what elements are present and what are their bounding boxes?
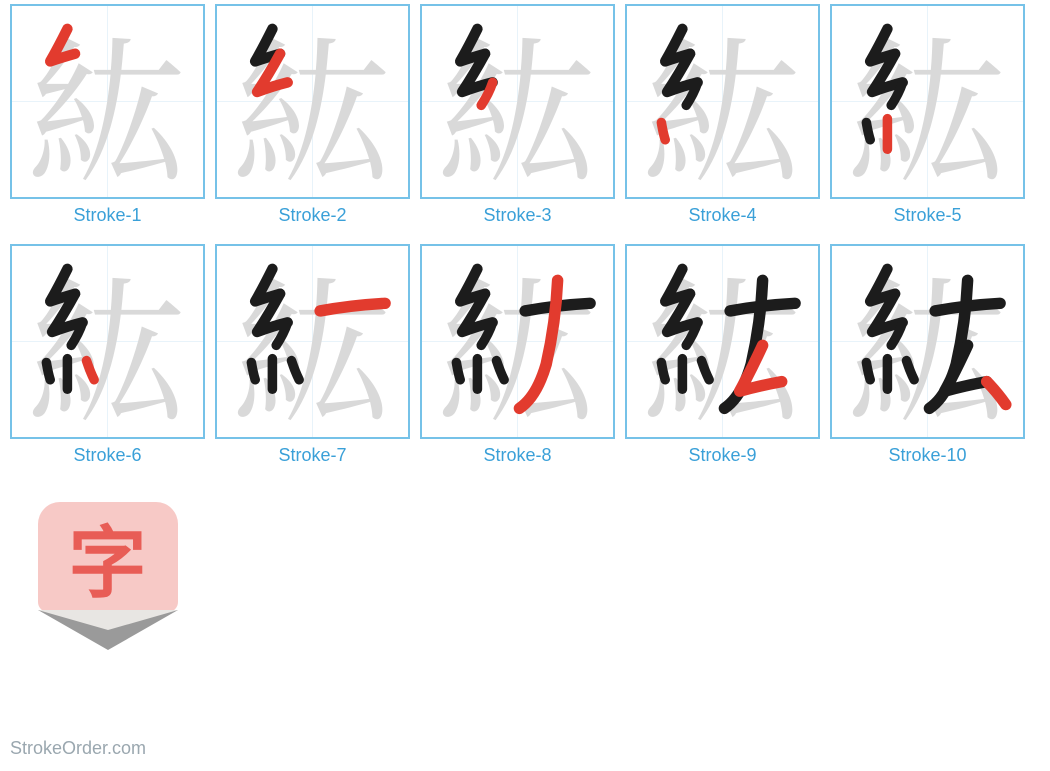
stroke-svg [217,6,408,197]
stroke-svg [627,246,818,437]
stroke-svg [832,246,1023,437]
stroke-svg [422,246,613,437]
stroke-cell: 紘 Stroke-10 [830,244,1025,466]
stroke-svg [12,246,203,437]
logo-glyph: 字 [68,501,146,613]
stroke-cell: 紘 Stroke-7 [215,244,410,466]
stroke-tile: 紘 [420,244,615,439]
stroke-svg [832,6,1023,197]
strokes-layer [627,6,818,197]
stroke-cell: 紘 Stroke-6 [10,244,205,466]
stroke-cell: 紘 Stroke-1 [10,4,205,226]
stroke-tile: 紘 [215,244,410,439]
strokes-layer [217,6,408,197]
strokes-layer [832,246,1023,437]
stroke-svg [217,246,408,437]
strokes-layer [12,6,203,197]
stroke-cell: 紘 Stroke-4 [625,4,820,226]
stroke-svg [422,6,613,197]
strokes-layer [217,246,408,437]
strokes-layer [422,6,613,197]
stroke-cell: 紘 Stroke-9 [625,244,820,466]
stroke-cell: 紘 Stroke-2 [215,4,410,226]
strokes-layer [422,246,613,437]
stroke-tile: 紘 [625,4,820,199]
stroke-cell: 紘 Stroke-8 [420,244,615,466]
strokes-layer [12,246,203,437]
logo-pencil-tip [38,610,178,650]
stroke-tile: 紘 [625,244,820,439]
strokes-layer [832,6,1023,197]
stroke-tile: 紘 [830,4,1025,199]
stroke-svg [627,6,818,197]
stroke-tile: 紘 [420,4,615,199]
stroke-cell: 紘 Stroke-3 [420,4,615,226]
logo-cell: 字 . [10,484,205,706]
stroke-tile: 紘 [215,4,410,199]
watermark-text: StrokeOrder.com [10,738,146,759]
stroke-tile: 紘 [10,244,205,439]
stroke-grid: 紘 Stroke-1 紘 Stroke-2 紘 Stroke-3 紘 Strok… [10,4,1040,706]
site-logo: 字 [38,502,178,662]
logo-tile: 字 [10,484,205,679]
stroke-cell: 紘 Stroke-5 [830,4,1025,226]
stroke-tile: 紘 [10,4,205,199]
strokes-layer [627,246,818,437]
logo-badge: 字 [38,502,178,612]
stroke-tile: 紘 [830,244,1025,439]
stroke-svg [12,6,203,197]
